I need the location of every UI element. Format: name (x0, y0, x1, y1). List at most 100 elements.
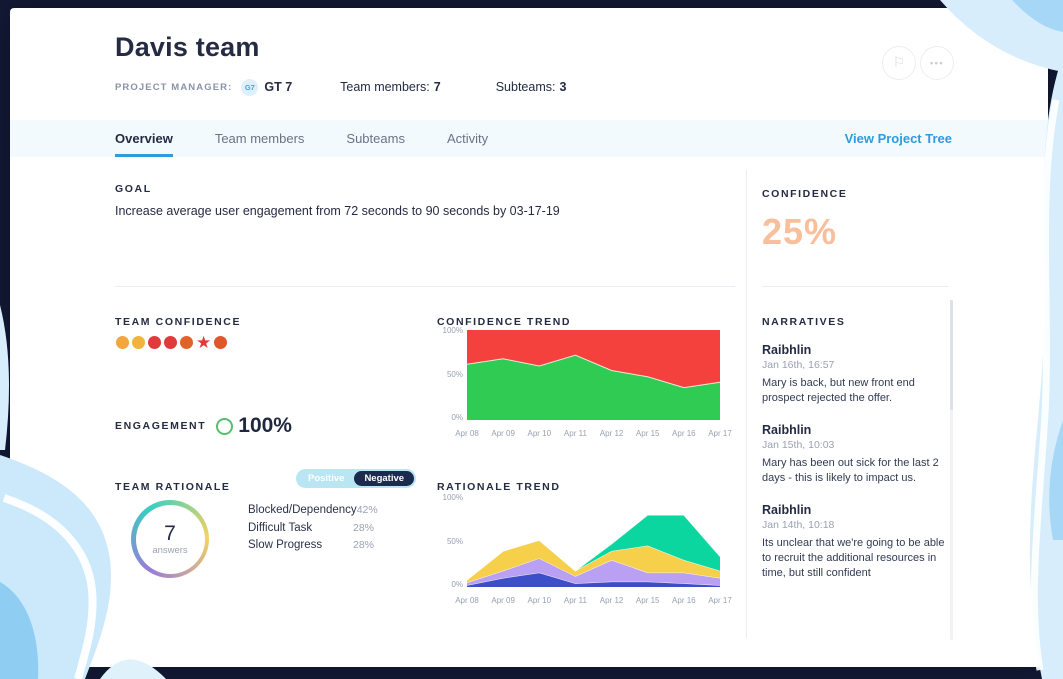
ellipsis-icon: ••• (930, 58, 944, 68)
x-axis-label: Apr 10 (527, 596, 552, 605)
team-members-count: 7 (433, 80, 441, 94)
rationale-trend-chart: 100% 50% 0% Apr 08 Apr 09 Apr 10 Apr 11 Apr … (437, 493, 737, 608)
y-axis-labels: 100% 50% 0% (437, 326, 463, 422)
confidence-trend-chart: 100% 50% 0% Apr 08 Apr 09 Apr 10 Apr 11 Apr … (437, 326, 737, 441)
project-manager-label: PROJECT MANAGER: (115, 81, 233, 93)
more-options-button[interactable]: ••• (920, 46, 954, 80)
project-manager-chip[interactable]: G7 GT 7 (232, 78, 292, 96)
y-axis-label: 0% (451, 413, 463, 422)
page-title: Davis team (115, 32, 260, 62)
x-axis-label: Apr 08 (455, 429, 479, 438)
tab-bar: Overview Team members Subteams Activity … (10, 120, 1048, 157)
rationale-label: Difficult Task (248, 521, 313, 534)
rationale-value: 42% (356, 504, 378, 516)
list-item: Difficult Task 28% (248, 522, 374, 534)
confidence-value: 25% (762, 211, 838, 252)
x-axis-label: Apr 11 (563, 596, 587, 605)
team-members-meta: Team members: 7 (340, 80, 441, 94)
negative-toggle-option[interactable]: Negative (354, 471, 415, 486)
narratives-list: Raibhlin Jan 16th, 16:57 Mary is back, b… (762, 343, 952, 598)
rationale-trend-heading: RATIONALE TREND (437, 481, 561, 493)
y-axis-labels: 100% 50% 0% (437, 493, 463, 589)
positive-toggle-option[interactable]: Positive (308, 473, 345, 484)
list-item: Blocked/Dependency 42% (248, 504, 378, 516)
x-axis-label: Apr 08 (455, 596, 479, 605)
x-axis-label: Apr 15 (635, 596, 660, 605)
narrative-item: Raibhlin Jan 16th, 16:57 Mary is back, b… (762, 343, 952, 406)
y-axis-label: 50% (446, 370, 463, 379)
narrative-author: Raibhlin (762, 423, 812, 437)
y-axis-label: 50% (446, 537, 463, 546)
divider (746, 170, 747, 638)
rationale-sentiment-toggle: Positive Negative (296, 469, 417, 488)
divider (762, 286, 948, 287)
scrollbar-thumb[interactable] (950, 300, 953, 410)
tab-activity[interactable]: Activity (446, 131, 489, 146)
flag-button[interactable]: ⚐ (882, 46, 916, 80)
y-axis-label: 0% (451, 580, 463, 589)
confidence-dot-icon (164, 336, 177, 349)
subteams-count: 3 (559, 80, 567, 94)
answers-donut-center: 7 answers (135, 504, 205, 574)
narrative-text: Its unclear that we're going to be able … (762, 537, 945, 579)
narrative-timestamp: Jan 14th, 10:18 (762, 519, 835, 531)
confidence-dot-icon (214, 336, 228, 349)
rationale-value: 28% (352, 539, 374, 551)
avatar: G7 (241, 78, 259, 96)
x-axis-label: Apr 17 (708, 596, 732, 605)
team-rationale-heading: TEAM RATIONALE (115, 481, 231, 493)
x-axis-label: Apr 09 (491, 596, 515, 605)
tab-subteams[interactable]: Subteams (346, 131, 405, 146)
confidence-dot-icon (180, 336, 193, 349)
rationale-value: 28% (352, 521, 374, 534)
x-axis-label: Apr 16 (672, 429, 696, 438)
y-axis-label: 100% (442, 493, 463, 502)
narrative-author: Raibhlin (762, 503, 812, 517)
narrative-item: Raibhlin Jan 15th, 10:03 Mary has been o… (762, 423, 952, 486)
engagement-row: ENGAGEMENT 100% (115, 411, 292, 441)
confidence-dot-icon (116, 336, 129, 349)
x-axis-labels: Apr 08 Apr 09 Apr 10 Apr 11 Apr 12 Apr 15 Apr … (455, 596, 732, 608)
confidence-dot-icon (132, 336, 145, 349)
confidence-star-icon: ★ (196, 332, 212, 353)
team-confidence-marks: ★ (116, 332, 228, 353)
team-members-label: Team members: (340, 80, 430, 94)
team-confidence-heading: TEAM CONFIDENCE (115, 316, 242, 328)
x-axis-label: Apr 15 (635, 429, 660, 438)
engagement-value: 100% (238, 414, 292, 437)
narrative-item: Raibhlin Jan 14th, 10:18 Its unclear tha… (762, 503, 952, 581)
narrative-text: Mary has been out sick for the last 2 da… (762, 457, 939, 484)
narratives-heading: NARRATIVES (762, 316, 846, 328)
rationale-label: Blocked/Dependency (248, 504, 357, 516)
narrative-author: Raibhlin (762, 343, 812, 357)
view-project-tree-link[interactable]: View Project Tree (844, 131, 952, 146)
x-axis-labels: Apr 08 Apr 09 Apr 10 Apr 11 Apr 12 Apr 15 Apr … (455, 429, 732, 441)
answers-label: answers (152, 544, 188, 556)
answers-count: 7 (164, 521, 176, 545)
x-axis-label: Apr 17 (708, 429, 732, 438)
y-axis-label: 100% (442, 326, 463, 335)
narrative-timestamp: Jan 15th, 10:03 (762, 439, 835, 451)
rationale-label: Slow Progress (248, 539, 323, 551)
rationale-trend-plot (467, 514, 720, 587)
x-axis-label: Apr 12 (599, 429, 624, 438)
subteams-meta: Subteams: 3 (496, 80, 567, 94)
confidence-trend-heading: CONFIDENCE TREND (437, 316, 572, 328)
goal-heading: GOAL (115, 183, 152, 195)
x-axis-label: Apr 16 (672, 596, 696, 605)
divider (115, 286, 735, 287)
tab-overview[interactable]: Overview (115, 120, 173, 157)
subteams-label: Subteams: (495, 80, 556, 94)
narrative-text: Mary is back, but new front end prospect… (762, 377, 915, 404)
x-axis-label: Apr 11 (563, 429, 587, 438)
goal-text: Increase average user engagement from 72… (115, 204, 560, 218)
confidence-dot-icon (148, 336, 161, 349)
answers-donut-ring: 7 answers (131, 500, 209, 578)
narratives-scrollbar (950, 300, 953, 640)
confidence-trend-plot (467, 330, 720, 420)
tab-team-members[interactable]: Team members (214, 131, 305, 146)
flag-icon: ⚐ (892, 55, 906, 71)
x-axis-label: Apr 10 (527, 429, 552, 438)
engagement-heading: ENGAGEMENT (115, 420, 207, 432)
project-modal: Davis team PROJECT MANAGER: G7 GT 7 Team… (10, 8, 1048, 667)
